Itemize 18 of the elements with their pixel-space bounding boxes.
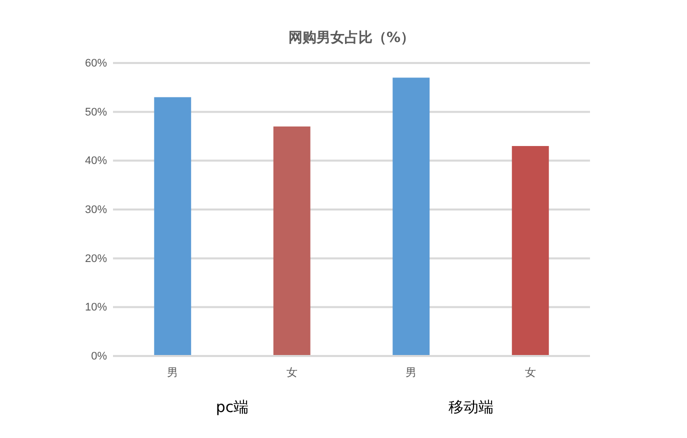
bar bbox=[154, 97, 192, 356]
y-tick-label: 60% bbox=[84, 58, 108, 70]
chart-title: 网购男女占比（%） bbox=[288, 30, 415, 46]
bar bbox=[273, 126, 310, 356]
x-tick-label: 男 bbox=[406, 366, 417, 379]
text: pc端 bbox=[216, 398, 249, 416]
x-tick-label: 女 bbox=[524, 366, 536, 379]
y-tick-label: 20% bbox=[84, 252, 108, 265]
bar bbox=[392, 78, 430, 356]
y-tick-label: 50% bbox=[84, 106, 108, 118]
x-tick-label: 男 bbox=[167, 366, 178, 379]
x-tick-label: 女 bbox=[286, 366, 298, 379]
text: 移动端 bbox=[448, 398, 494, 416]
y-tick-label: 0% bbox=[91, 350, 108, 363]
y-tick-label: 10% bbox=[84, 302, 108, 314]
y-tick-label: 40% bbox=[84, 155, 108, 168]
bar bbox=[512, 146, 549, 356]
y-tick-label: 30% bbox=[84, 204, 108, 216]
